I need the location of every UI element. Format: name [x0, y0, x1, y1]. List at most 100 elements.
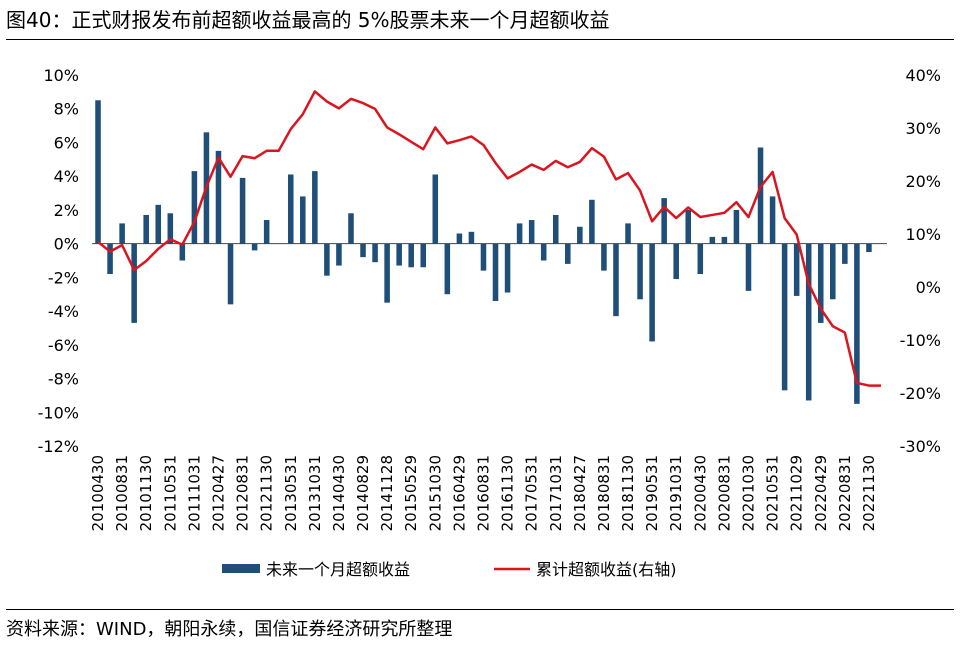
left-tick-label: 0%: [54, 235, 79, 254]
x-tick-label: 20131031: [306, 455, 324, 531]
bar-mark: [661, 198, 667, 244]
right-tick-label: 0%: [916, 278, 941, 297]
bar-mark: [396, 243, 402, 266]
bar-mark: [565, 243, 571, 264]
x-tick-label: 20190531: [643, 455, 661, 531]
bar-mark: [444, 243, 451, 295]
bar-mark: [384, 243, 390, 303]
bar-mark: [757, 147, 764, 244]
bar-mark: [143, 214, 149, 244]
bar-mark: [119, 223, 125, 244]
legend-line-label: 累计超额收益(右轴): [536, 560, 677, 579]
bar-mark: [721, 236, 728, 244]
bar-mark: [456, 233, 463, 244]
x-tick-label: 20201030: [739, 455, 757, 531]
source-divider: [6, 609, 954, 610]
bar-mark: [492, 243, 499, 301]
bar-mark: [131, 243, 137, 323]
x-tick-label: 20100831: [113, 455, 131, 531]
x-tick-label: 20181130: [619, 455, 637, 531]
bar-mark: [830, 243, 836, 300]
x-tick-label: 20211029: [788, 455, 806, 531]
x-tick-label: 20120427: [209, 455, 227, 531]
x-tick-label: 20130531: [282, 455, 300, 531]
x-tick-label: 20150529: [402, 455, 420, 531]
right-tick-label: 10%: [905, 225, 941, 244]
left-tick-label: 4%: [54, 167, 79, 186]
bar-mark: [336, 243, 342, 266]
bar-mark: [589, 199, 595, 244]
bar-mark: [673, 243, 679, 280]
bar-mark: [805, 243, 812, 401]
bar-mark: [227, 243, 234, 305]
bar-mark: [842, 243, 848, 264]
bar-mark: [540, 243, 547, 261]
bar-mark: [372, 243, 378, 263]
x-tick-label: 20220831: [836, 455, 854, 531]
bar-mark: [312, 171, 318, 244]
bar-mark: [649, 243, 655, 342]
bar-mark: [793, 243, 800, 296]
x-tick-label: 20161130: [499, 455, 517, 531]
bar-mark: [107, 243, 113, 274]
x-tick-label: 20221130: [860, 455, 878, 531]
bar-mark: [637, 243, 643, 300]
bar-mark: [709, 236, 716, 244]
x-tick-label: 20121130: [258, 455, 276, 531]
x-tick-label: 20170531: [523, 455, 541, 531]
right-tick-label: -30%: [900, 437, 941, 456]
bar-mark: [300, 196, 306, 244]
bar-mark: [601, 243, 607, 271]
x-axis-ticks: 20100430 20100831 20101130 20110531 20111031…: [89, 455, 878, 531]
bar-mark: [745, 243, 752, 291]
legend: 未来一个月超额收益 累计超额收益(右轴): [222, 560, 677, 579]
x-tick-label: 20140829: [354, 455, 372, 531]
x-tick-label: 20141128: [378, 455, 396, 531]
bar-mark: [432, 174, 439, 244]
bar-mark: [408, 243, 414, 268]
bar-series: [95, 100, 872, 404]
bar-mark: [239, 177, 246, 244]
figure-source: 资料来源：WIND，朝阳永续，国信证券经济研究所整理: [6, 619, 453, 640]
bar-mark: [552, 214, 559, 244]
x-tick-label: 20160429: [450, 455, 468, 531]
bar-mark: [769, 196, 776, 244]
bar-mark: [155, 204, 162, 244]
x-tick-label: 20110531: [161, 455, 179, 531]
figure-title: 图40：正式财报发布前超额收益最高的 5%股票未来一个月超额收益: [6, 8, 610, 32]
x-tick-label: 20180427: [571, 455, 589, 531]
x-tick-label: 20101130: [137, 455, 155, 531]
left-tick-label: -2%: [48, 268, 79, 287]
bar-mark: [685, 209, 692, 244]
x-tick-label: 20210531: [764, 455, 782, 531]
x-tick-label: 20120831: [234, 455, 252, 531]
left-tick-label: 8%: [54, 100, 79, 119]
bar-mark: [167, 213, 174, 244]
left-tick-label: -4%: [48, 302, 79, 321]
bar-mark: [866, 243, 872, 253]
x-tick-label: 20111031: [185, 455, 203, 531]
left-axis-ticks: 10% 8% 6% 4% 2% 0% -2% -4% -6% -8% -10% -12%: [38, 66, 79, 456]
x-tick-label: 20151030: [426, 455, 444, 531]
left-tick-label: -8%: [48, 370, 79, 389]
right-tick-label: 20%: [905, 172, 941, 191]
bar-mark: [263, 220, 270, 244]
bar-mark: [287, 174, 294, 244]
x-tick-label: 20180831: [595, 455, 613, 531]
bar-mark: [516, 223, 523, 244]
bar-mark: [468, 231, 475, 244]
line-series: [97, 90, 881, 387]
x-tick-label: 20100430: [89, 455, 107, 531]
bar-mark: [613, 243, 619, 317]
bar-mark: [528, 220, 535, 244]
x-tick-label: 20191031: [667, 455, 685, 531]
left-tick-label: 6%: [54, 133, 79, 152]
right-tick-label: 30%: [905, 119, 941, 138]
bar-mark: [251, 243, 258, 251]
x-tick-label: 20140430: [330, 455, 348, 531]
cumulative-line: [97, 90, 881, 387]
bar-mark: [577, 226, 583, 244]
right-axis-ticks: 40% 30% 20% 10% 0% -10% -20% -30%: [900, 66, 941, 456]
left-tick-label: -10%: [38, 403, 79, 422]
bar-mark: [360, 243, 366, 258]
